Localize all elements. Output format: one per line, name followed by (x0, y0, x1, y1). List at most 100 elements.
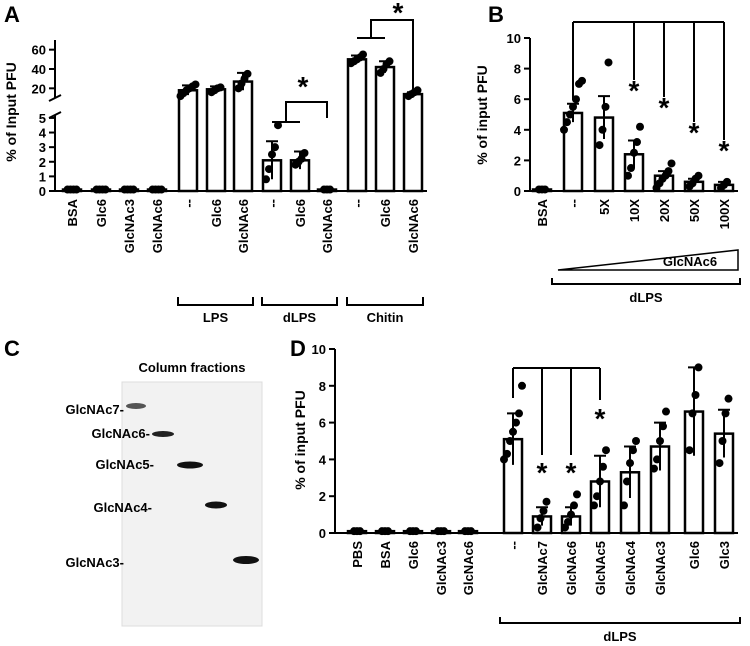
y-axis-label: % of input PFU (474, 65, 490, 165)
y-tick-label: 40 (32, 62, 46, 77)
gel-band (233, 556, 259, 564)
data-point (539, 506, 548, 515)
data-point (570, 501, 578, 510)
y-tick-label: 4 (514, 123, 522, 138)
gel-band (126, 403, 146, 409)
gel-lane-label: GlcNAc5- (95, 457, 154, 472)
data-point (512, 418, 520, 427)
data-point (566, 110, 574, 119)
y-axis-label: % of input PFU (292, 390, 308, 490)
data-point (572, 95, 580, 104)
comparison-bracket (272, 19, 414, 123)
gel-lane-label: GlcNAc7- (65, 402, 124, 417)
data-point (596, 477, 604, 486)
axis-break (48, 94, 62, 119)
data-point (412, 527, 420, 536)
significance-star: * (393, 0, 404, 28)
y-tick-label: 5 (39, 111, 46, 126)
x-tick-label: GlcNAc5 (593, 541, 608, 595)
significance-star: * (566, 457, 577, 488)
y-tick-label: 20 (32, 81, 46, 96)
bar (205, 88, 227, 193)
group-label: dLPS (629, 290, 663, 305)
data-point (518, 381, 526, 390)
y-tick-label: 0 (514, 184, 521, 199)
data-point (685, 446, 694, 455)
data-point (636, 122, 644, 131)
gel-lane-label: GlcNAc4- (93, 500, 152, 515)
y-tick-label: 6 (514, 92, 521, 107)
data-point (602, 446, 610, 455)
bar (232, 80, 254, 193)
x-tick-label: GlcNAc6 (320, 199, 335, 253)
data-point (536, 514, 545, 523)
data-point (191, 80, 200, 89)
data-point (627, 164, 635, 173)
x-tick-label: GlcNAc3 (653, 541, 668, 595)
data-point (593, 492, 601, 501)
significance-star: * (719, 135, 730, 166)
group-bracket (261, 297, 338, 306)
y-tick-label: 6 (319, 416, 326, 431)
data-point (274, 121, 282, 130)
data-point (718, 437, 727, 445)
data-point (694, 363, 703, 372)
data-point (623, 477, 631, 486)
y-tick-label: 60 (32, 43, 46, 58)
gel-title: Column fractions (139, 360, 246, 375)
data-point (359, 50, 367, 59)
x-tick-label: PBS (350, 541, 365, 568)
x-tick-label: 50X (687, 199, 702, 222)
data-point (385, 57, 394, 66)
y-tick-label: 4 (319, 452, 327, 467)
bar (374, 65, 396, 193)
data-point (599, 462, 607, 471)
x-tick-label: BSA (535, 198, 550, 226)
data-point (72, 185, 81, 194)
data-point (564, 517, 572, 526)
x-tick-label: Glc6 (293, 199, 308, 227)
y-tick-label: 4 (39, 126, 47, 141)
data-point (157, 185, 166, 194)
data-point (694, 171, 703, 180)
y-tick-label: 8 (319, 379, 326, 394)
x-tick-label: GlcNAc4 (623, 540, 638, 595)
x-tick-label: BSA (65, 198, 80, 226)
x-tick-label: GlcNAc6 (150, 199, 165, 253)
data-point (129, 185, 138, 194)
x-tick-label: Glc6 (94, 199, 109, 227)
group-label: Chitin (367, 310, 404, 325)
data-point (620, 501, 628, 510)
data-point (506, 437, 514, 445)
data-point (691, 391, 700, 399)
data-point (573, 490, 581, 499)
y-tick-label: 0 (39, 184, 46, 199)
data-point (326, 185, 334, 194)
panel-label: C (4, 336, 20, 361)
x-tick-label: GlcNAc7 (535, 541, 550, 595)
group-label: GlcNAc6 (663, 254, 717, 269)
data-point (563, 118, 571, 127)
x-tick-label: GlcNAc3 (434, 541, 449, 595)
gel-image (121, 381, 263, 627)
data-point (626, 459, 634, 468)
data-point (662, 407, 670, 416)
panel-label: D (290, 336, 306, 361)
comparison-bracket (512, 367, 601, 455)
panel-label: A (4, 2, 20, 27)
data-point (724, 394, 733, 403)
data-point (598, 125, 607, 134)
gel-lane-label: GlcNAc3- (65, 555, 124, 570)
data-point (271, 143, 279, 152)
gel-panel: Column fractions GlcNAc7- GlcNAc6- GlcNA… (65, 360, 263, 627)
comparison-bracket (572, 21, 725, 140)
gel-band (205, 501, 227, 509)
data-point (632, 437, 640, 445)
significance-star: * (659, 92, 670, 123)
data-point (595, 141, 604, 150)
data-point (721, 409, 730, 418)
significance-star: * (298, 71, 309, 102)
data-point (413, 86, 422, 95)
data-point (300, 149, 309, 157)
group-label: LPS (203, 310, 229, 325)
